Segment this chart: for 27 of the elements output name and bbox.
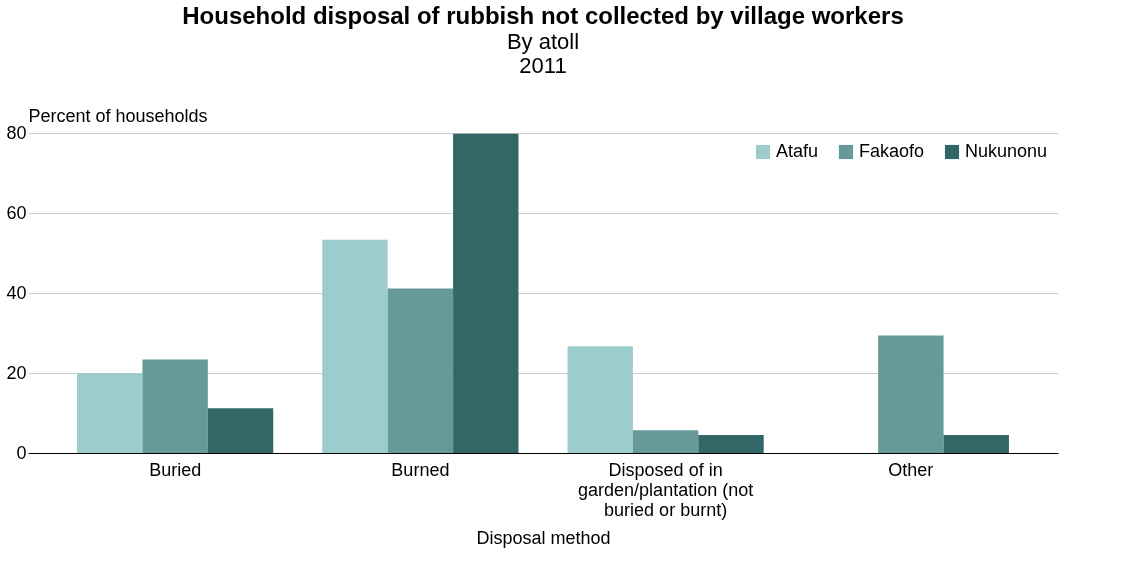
y-tick-label: 20 bbox=[6, 362, 27, 383]
x-tick-label: Disposed of in garden/plantation (not buried or burnt) bbox=[578, 459, 754, 520]
y-tick-label: 60 bbox=[6, 202, 27, 223]
x-tick-label: Buried bbox=[149, 459, 202, 480]
legend-label: Atafu bbox=[776, 141, 819, 161]
chart-title: Household disposal of rubbish not collected by village workers bbox=[182, 2, 904, 29]
bar bbox=[943, 435, 1009, 453]
bar bbox=[142, 359, 208, 453]
bar bbox=[322, 239, 388, 453]
bar bbox=[878, 335, 944, 453]
y-tick-label: 0 bbox=[16, 442, 27, 463]
bar bbox=[453, 133, 519, 453]
y-tick-label: 80 bbox=[6, 122, 27, 143]
bar bbox=[207, 408, 274, 453]
x-axis-title: Disposal method bbox=[476, 527, 611, 548]
bar bbox=[567, 346, 633, 453]
bar bbox=[387, 288, 454, 453]
legend-label: Nukunonu bbox=[965, 141, 1048, 161]
x-tick-label: Burned bbox=[391, 459, 450, 480]
y-axis-title: Percent of households bbox=[28, 105, 208, 126]
x-tick-label: Other bbox=[888, 459, 934, 480]
y-tick-label: 40 bbox=[6, 282, 27, 303]
bar bbox=[632, 430, 699, 453]
bar bbox=[77, 373, 143, 453]
legend-label: Fakaofo bbox=[859, 141, 925, 161]
chart-subtitle: By atoll 2011 bbox=[506, 29, 580, 78]
bar bbox=[698, 435, 764, 453]
